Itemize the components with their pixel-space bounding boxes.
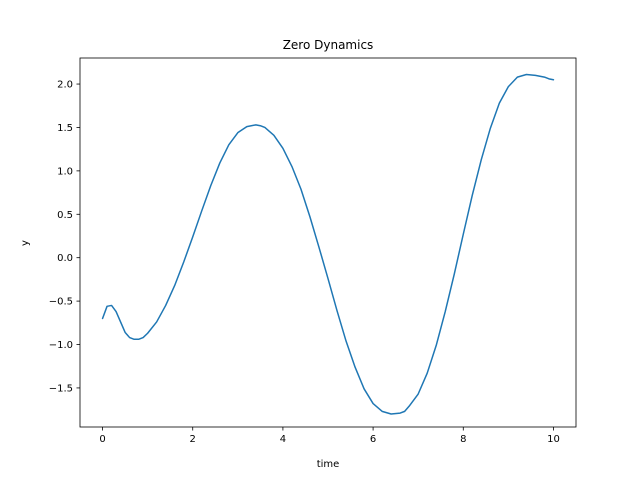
y-tick-label-6: 1.5	[57, 123, 73, 134]
x-tick-label-4: 8	[460, 434, 466, 445]
series-line-0	[101, 73, 555, 415]
y-tick-label-0: −1.5	[49, 383, 73, 394]
y-tick-label-4: 0.5	[57, 210, 73, 221]
x-tick-label-3: 6	[370, 434, 376, 445]
x-axis-label: time	[317, 459, 340, 470]
y-tick-label-1: −1.0	[49, 340, 73, 351]
chart-title: Zero Dynamics	[283, 38, 374, 52]
y-axis-label: y	[20, 240, 31, 246]
x-tick-label-5: 10	[547, 434, 560, 445]
x-tick-label-0: 0	[99, 434, 105, 445]
y-tick-label-3: 0.0	[57, 253, 73, 264]
y-tick-label-5: 1.0	[57, 166, 73, 177]
y-tick-label-2: −0.5	[49, 297, 73, 308]
y-tick-label-7: 2.0	[57, 80, 73, 91]
plot-area: 0 2 4 6 8 10 −1.5 −1.0 −0.5 0.0 0.5 1.0 1.5 2.0	[49, 57, 577, 445]
axes-frame	[79, 57, 577, 428]
x-tick-label-2: 4	[280, 434, 286, 445]
x-tick-label-1: 2	[190, 434, 196, 445]
